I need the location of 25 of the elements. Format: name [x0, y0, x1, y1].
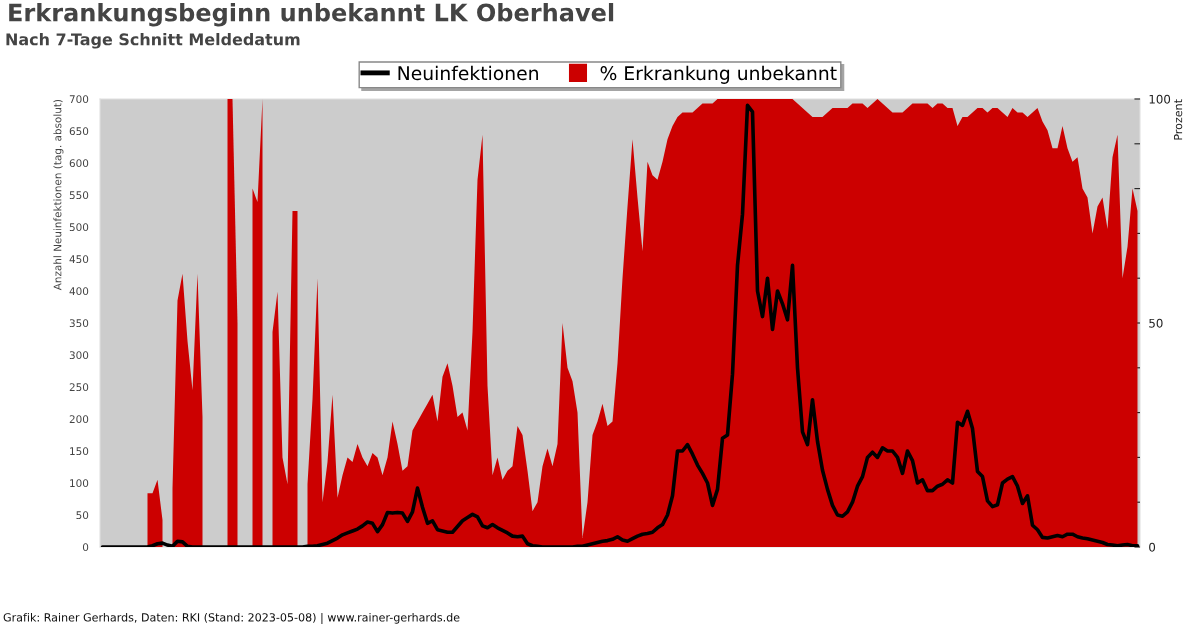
y-tick-label: 0 — [82, 543, 89, 552]
y2-tick-label: 0 — [1149, 542, 1156, 552]
y-tick-label: 550 — [69, 191, 89, 200]
y-tick-label: 350 — [69, 319, 89, 328]
y-tick-label: 50 — [76, 511, 89, 520]
y2-tick-label: 50 — [1149, 318, 1163, 328]
y-tick-label: 700 — [69, 95, 89, 104]
y-tick-label: 200 — [69, 415, 89, 424]
y2-axis-title: Prozent — [1173, 99, 1183, 140]
y-tick-label: 250 — [69, 383, 89, 392]
y-tick-label: 450 — [69, 255, 89, 264]
y-tick-label: 300 — [69, 351, 89, 360]
y-tick-label: 150 — [70, 447, 89, 456]
text: Grafik: Rainer Gerhards, Daten: RKI (Stand: 2023-05-08) | www.rainer-gerhards.de — [3, 612, 460, 624]
y-tick-label: 400 — [69, 287, 89, 296]
legend-label: % Erkrankung unbekannt — [600, 65, 837, 84]
y-tick-label: 650 — [69, 127, 89, 136]
y-axis-title: Anzahl Neuinfektionen (tag. absolut) — [53, 99, 64, 291]
chart-subtitle: Nach 7-Tage Schnitt Meldedatum — [6, 33, 300, 49]
legend-label: Neuinfektionen — [398, 65, 538, 81]
y-tick-label: 500 — [69, 223, 89, 232]
y-tick-label: 100 — [70, 479, 89, 488]
y-tick-label: 600 — [69, 159, 89, 168]
chart-title: Erkrankungsbeginn unbekannt LK Oberhavel — [9, 3, 614, 27]
y2-tick-label: 100 — [1149, 94, 1171, 104]
